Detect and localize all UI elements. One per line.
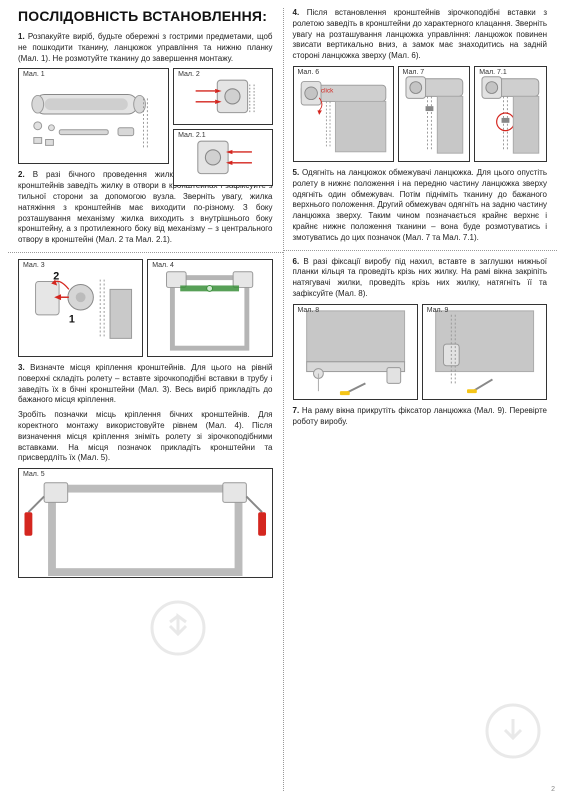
- step-2-num: 2.: [18, 170, 25, 179]
- page-title: ПОСЛІДОВНІСТЬ ВСТАНОВЛЕННЯ:: [18, 8, 273, 24]
- step-7-num: 7.: [293, 406, 300, 415]
- divider-h-left-1: [8, 252, 283, 253]
- step-3b-text: Зробіть позначки місць кріплення бічних …: [18, 410, 273, 464]
- figure-1: Мал. 1: [18, 68, 169, 164]
- figure-9-illustration: [423, 305, 546, 399]
- figure-9-label: Мал. 9: [427, 307, 449, 314]
- figure-8: Мал. 8: [293, 304, 418, 400]
- figure-2-1-label: Мал. 2.1: [178, 132, 206, 139]
- right-column: 4. Після встановлення кронштейнів зірочк…: [283, 0, 565, 799]
- figure-5-illustration: [19, 469, 272, 577]
- page-number: 2: [551, 786, 555, 793]
- figure-8-label: Мал. 8: [298, 307, 320, 314]
- figure-7-1-label: Мал. 7.1: [479, 69, 507, 76]
- step-3-num: 3.: [18, 363, 25, 372]
- step-7-body: На раму вікна прикрутіть фіксатор ланцюж…: [293, 406, 547, 426]
- fig-row-6-7: Мал. 6 click Мал. 7: [293, 66, 548, 162]
- fig-row-3-4: Мал. 3 1 2 Мал. 4: [18, 259, 273, 357]
- figure-5-label: Мал. 5: [23, 471, 45, 478]
- fig-row-5: Мал. 5: [18, 468, 273, 578]
- fig-row-1-2: Мал. 1 Мал. 2: [18, 68, 273, 164]
- figure-7-1-illustration: [475, 67, 546, 161]
- left-column: ПОСЛІДОВНІСТЬ ВСТАНОВЛЕННЯ: 1. Розпакуйт…: [0, 0, 283, 799]
- figure-1-label: Мал. 1: [23, 71, 45, 78]
- divider-h-right-1: [283, 250, 558, 251]
- page: ПОСЛІДОВНІСТЬ ВСТАНОВЛЕННЯ: 1. Розпакуйт…: [0, 0, 565, 799]
- step-4-num: 4.: [293, 8, 300, 17]
- figure-3-illustration: 1 2: [19, 260, 142, 356]
- step-6-text: 6. В разі фіксації виробу під нахил, вст…: [293, 257, 548, 300]
- step-1-num: 1.: [18, 32, 25, 41]
- figure-2: Мал. 2: [173, 68, 272, 125]
- figure-4-illustration: [148, 260, 271, 356]
- figure-5: Мал. 5: [18, 468, 273, 578]
- figure-4-label: Мал. 4: [152, 262, 174, 269]
- fig-row-8-9: Мал. 8 Мал. 9: [293, 304, 548, 400]
- figure-7-label: Мал. 7: [403, 69, 425, 76]
- watermark-icon-right: [485, 703, 541, 759]
- step-3a-body: Визначте місця кріплення кронштейнів. Дл…: [18, 363, 273, 404]
- vertical-divider: [283, 8, 284, 791]
- figure-3-label: Мал. 3: [23, 262, 45, 269]
- step-7-text: 7. На раму вікна прикрутіть фіксатор лан…: [293, 406, 548, 428]
- figure-8-illustration: [294, 305, 417, 399]
- step-6-body: В разі фіксації виробу під нахил, вставт…: [293, 257, 548, 298]
- figure-1-illustration: [19, 69, 168, 163]
- click-label: click: [321, 87, 334, 94]
- figure-2-label: Мал. 2: [178, 71, 200, 78]
- step-1-text: 1. Розпакуйте виріб, будьте обережні з г…: [18, 32, 273, 64]
- watermark-icon-left: [150, 600, 206, 656]
- figure-9: Мал. 9: [422, 304, 547, 400]
- step-6-num: 6.: [293, 257, 300, 266]
- step-3a-text: 3. Визначте місця кріплення кронштейнів.…: [18, 363, 273, 406]
- step-5-num: 5.: [293, 168, 300, 177]
- figure-2-stack: Мал. 2 Мал. 2.1: [173, 68, 272, 164]
- step-4-text: 4. Після встановлення кронштейнів зірочк…: [293, 8, 548, 62]
- figure-2-1: Мал. 2.1: [173, 129, 272, 186]
- figure-7-1: Мал. 7.1: [474, 66, 547, 162]
- figure-6: Мал. 6 click: [293, 66, 394, 162]
- step-5-body: Одягніть на ланцюжок обмежувачі ланцюжка…: [293, 168, 548, 242]
- figure-6-label: Мал. 6: [298, 69, 320, 76]
- figure-6-illustration: click: [294, 67, 393, 161]
- step-1-body: Розпакуйте виріб, будьте обережні з гост…: [18, 32, 273, 63]
- step-5-text: 5. Одягніть на ланцюжок обмежувачі ланцю…: [293, 168, 548, 244]
- step-4-body: Після встановлення кронштейнів зірочкопо…: [293, 8, 548, 60]
- step-3b-body: Зробіть позначки місць кріплення бічних …: [18, 410, 273, 462]
- figure-4: Мал. 4: [147, 259, 272, 357]
- svg-text:1: 1: [69, 314, 75, 326]
- figure-7: Мал. 7: [398, 66, 471, 162]
- figure-7-illustration: [399, 67, 470, 161]
- figure-3: Мал. 3 1 2: [18, 259, 143, 357]
